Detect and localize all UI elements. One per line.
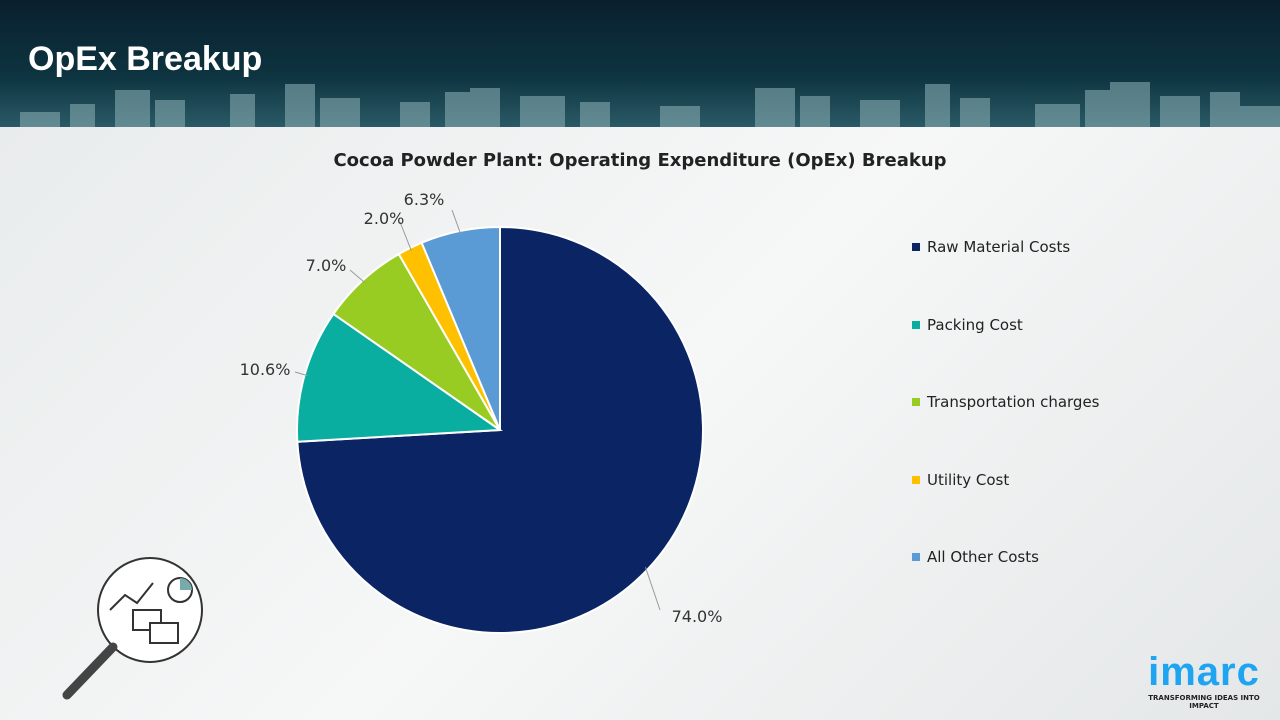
logo-word: imarc	[1148, 650, 1260, 694]
data-label-0: 74.0%	[672, 607, 723, 626]
data-label-1: 10.6%	[240, 360, 291, 379]
legend-swatch	[912, 553, 920, 561]
leader-line-1	[294, 371, 308, 377]
leader-line-0	[645, 567, 661, 611]
leader-line-4	[451, 209, 462, 235]
legend-swatch	[912, 475, 920, 484]
legend-swatch	[912, 243, 920, 251]
legend-item: Raw Material Costs	[912, 236, 1100, 258]
page-title: OpEx Breakup	[28, 40, 263, 78]
skyline-decoration	[20, 82, 1280, 127]
data-label-4: 6.3%	[404, 190, 445, 209]
legend-item: Packing Cost	[912, 314, 1100, 336]
legend-label: Transportation charges	[927, 393, 1100, 411]
legend-swatch	[912, 320, 920, 329]
legend-label: Utility Cost	[927, 470, 1010, 489]
magnifier-analytics-icon	[62, 557, 203, 700]
imarc-logo: imarc TRANSFORMING IDEAS INTO IMPACT	[1138, 650, 1270, 710]
data-label-2: 7.0%	[306, 256, 347, 275]
chart-title: Cocoa Powder Plant: Operating Expenditur…	[333, 150, 947, 171]
data-label-3: 2.0%	[364, 209, 405, 228]
legend-item: Transportation charges	[912, 391, 1100, 413]
leader-line-3	[399, 221, 412, 251]
legend-swatch	[912, 398, 920, 406]
legend-label: Packing Cost	[927, 315, 1023, 334]
legend-item: All Other Costs	[912, 546, 1100, 568]
legend-label: All Other Costs	[927, 548, 1039, 566]
leader-line-2	[349, 269, 366, 283]
header-banner: OpEx Breakup	[0, 0, 1280, 127]
logo-tagline: TRANSFORMING IDEAS INTO IMPACT	[1148, 694, 1260, 710]
legend-item: Utility Cost	[912, 469, 1100, 491]
legend-label: Raw Material Costs	[927, 238, 1071, 256]
legend: Raw Material Costs Packing Cost Transporta…	[912, 236, 1100, 624]
